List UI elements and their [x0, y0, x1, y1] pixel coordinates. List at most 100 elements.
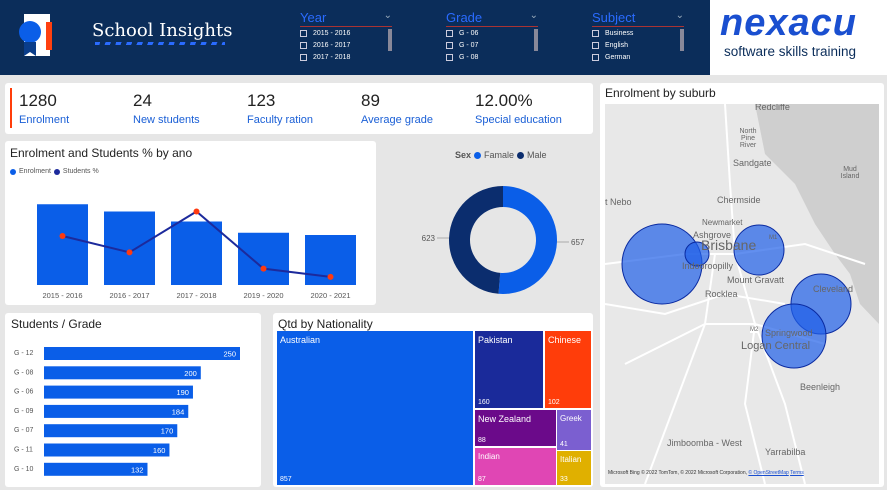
treemap: Australian 857 Pakistan 160 Chinese 102 New Ze…: [273, 313, 593, 487]
map-label: Newmarket: [702, 218, 743, 227]
nationality-card: Qtd by Nationality Australian 857 Pakistan…: [273, 313, 593, 487]
option-label: 2016 - 2017: [313, 42, 351, 49]
kpi-enrolment: 1280 Enrolment: [19, 91, 69, 126]
treemap-tile[interactable]: New Zealand 88: [475, 410, 556, 446]
map-label: t Nebo: [605, 197, 632, 207]
treemap-tile[interactable]: Chinese 102: [545, 331, 591, 408]
map-bubble[interactable]: [733, 224, 785, 276]
kpi-label: Enrolment: [19, 114, 70, 126]
year-slicer[interactable]: Year ⌄ 2015 - 2016 2016 - 2017 2017 - 201…: [300, 10, 392, 63]
tile-label: Chinese: [548, 335, 582, 345]
checkbox-icon[interactable]: [592, 54, 599, 61]
kpi-special-education: 12.00% Special education: [475, 91, 562, 126]
y-tick-label: G - 11: [14, 447, 33, 454]
checkbox-icon[interactable]: [446, 30, 453, 37]
map-bubble[interactable]: [761, 303, 827, 369]
checkbox-icon[interactable]: [300, 30, 307, 37]
brand-logo: nexacu software skills training: [710, 0, 887, 75]
tile-value: 160: [478, 399, 490, 406]
checkbox-icon[interactable]: [446, 42, 453, 49]
tile-value: 857: [280, 476, 292, 483]
students-grade-card: Students / Grade G - 12 250 G - 08 200 G - 0…: [5, 313, 261, 487]
osm-link[interactable]: © OpenStreetMap: [748, 470, 789, 476]
year-slicer-label: Year: [300, 10, 327, 25]
map-label: Mud Island: [840, 166, 860, 180]
x-tick-label: 2020 - 2021: [310, 291, 350, 300]
year-option[interactable]: 2015 - 2016: [300, 28, 392, 39]
grade-option[interactable]: G - 07: [446, 40, 538, 51]
chart-title: Students / Grade: [11, 317, 102, 331]
map-label: Redcliffe: [755, 104, 790, 112]
enrolment-bar: [238, 232, 289, 285]
legend-dot: [474, 151, 482, 159]
legend-dot: [517, 151, 525, 159]
sex-donut-chart: Sex Famale Male 657 623: [380, 141, 595, 305]
grade-slicer[interactable]: Grade ⌄ G - 06 G - 07 G - 08: [446, 10, 538, 63]
treemap-tile[interactable]: Italian 33: [557, 451, 591, 485]
subject-option[interactable]: English: [592, 40, 684, 51]
header-bar: School Insights Year ⌄ 2015 - 2016 2016 -…: [0, 0, 710, 75]
tile-label: Italian: [560, 455, 582, 464]
legend-label: Famale: [484, 150, 515, 160]
chevron-down-icon[interactable]: ⌄: [675, 10, 684, 21]
school-award-icon: [19, 14, 52, 56]
students-pct-marker: [327, 273, 334, 280]
legend-label: Students %: [62, 168, 99, 175]
y-tick-label: G - 06: [14, 389, 34, 396]
checkbox-icon[interactable]: [592, 42, 599, 49]
grade-bar: [44, 385, 193, 399]
donut-legend: Sex Famale Male: [455, 150, 547, 160]
scrollbar[interactable]: [534, 29, 538, 51]
subject-slicer-label: Subject: [592, 10, 636, 25]
enrolment-bar: [171, 221, 222, 285]
chart-legend: Enrolment Students %: [10, 168, 99, 175]
tile-value: 33: [560, 476, 568, 483]
chevron-down-icon[interactable]: ⌄: [383, 10, 392, 21]
map-label: Brisbane: [701, 237, 757, 253]
y-tick-label: G - 12: [14, 350, 34, 357]
subject-slicer[interactable]: Subject ⌄ Business English German: [592, 10, 684, 63]
scrollbar[interactable]: [388, 29, 392, 51]
map-label: Cleveland: [813, 284, 854, 294]
grade-slicer-label: Grade: [446, 10, 483, 25]
map-label: M1: [769, 235, 778, 241]
year-option[interactable]: 2017 - 2018: [300, 52, 392, 63]
grade-option[interactable]: G - 06: [446, 28, 538, 39]
grade-bar: [44, 366, 201, 380]
grade-option[interactable]: G - 08: [446, 52, 538, 63]
map-view[interactable]: Redcliffe North Pine River Sandgate Mud …: [605, 104, 879, 484]
treemap-tile[interactable]: Indian 87: [475, 448, 556, 485]
donut-slice-famale: [498, 186, 557, 294]
treemap-tile[interactable]: Australian 857: [277, 331, 473, 485]
enrolment-chart-card: Enrolment and Students % by ano Enrolmen…: [5, 141, 376, 305]
checkbox-icon[interactable]: [300, 42, 307, 49]
map-label: M2: [750, 327, 759, 333]
data-label: 132: [131, 465, 144, 474]
kpi-value: 1280: [19, 91, 57, 110]
scrollbar[interactable]: [680, 29, 684, 51]
y-tick-label: G - 08: [14, 369, 34, 376]
kpi-label: Special education: [475, 114, 562, 126]
checkbox-icon[interactable]: [446, 54, 453, 61]
donut-slice-male: [448, 186, 503, 294]
chevron-down-icon[interactable]: ⌄: [529, 10, 538, 21]
students-pct-marker: [59, 233, 66, 239]
subject-option[interactable]: German: [592, 52, 684, 63]
treemap-tile[interactable]: Greek 41: [557, 410, 591, 450]
checkbox-icon[interactable]: [300, 54, 307, 61]
kpi-accent: [10, 88, 12, 128]
map-attribution: Microsoft Bing © 2022 TomTom, © 2022 Mic…: [608, 470, 804, 476]
grade-bar: [44, 404, 189, 418]
year-option[interactable]: 2016 - 2017: [300, 40, 392, 51]
legend-title: Sex: [455, 150, 472, 160]
brand-tagline: software skills training: [724, 44, 857, 59]
map-card: Enrolment by suburb Redcliffe North Pine…: [600, 83, 884, 487]
treemap-tile[interactable]: Pakistan 160: [475, 331, 543, 408]
legend-dot: [10, 168, 16, 175]
terms-link[interactable]: Terms: [790, 470, 804, 476]
map-bubble[interactable]: [684, 241, 710, 267]
kpi-card: 1280 Enrolment 24 New students 123 Faculty …: [5, 83, 593, 134]
subject-option[interactable]: Business: [592, 28, 684, 39]
map-title: Enrolment by suburb: [605, 86, 716, 100]
checkbox-icon[interactable]: [592, 30, 599, 37]
